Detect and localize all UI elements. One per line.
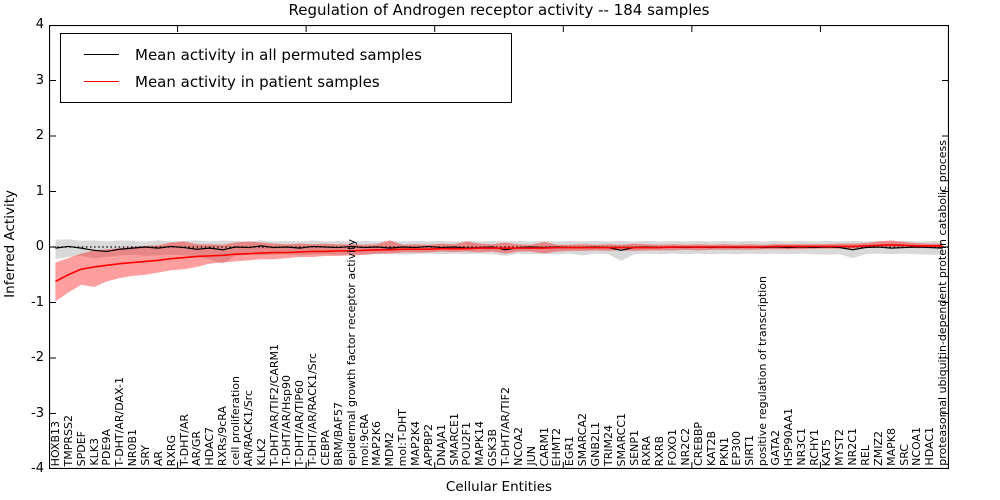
legend-label-permuted: Mean activity in all permuted samples — [135, 45, 422, 64]
y-tick-label: -4 — [31, 461, 44, 476]
legend-item-permuted: Mean activity in all permuted samples — [61, 41, 511, 68]
y-tick-label: -2 — [31, 350, 44, 365]
plot-svg — [49, 25, 949, 469]
y-tick-label: 1 — [35, 183, 44, 199]
plot-area: HOXB13 TMPRSS2 SPDEF KLK3 PDE9A T-DHT/AR/DAX-… — [49, 25, 949, 469]
y-tick-label: 2 — [35, 128, 44, 143]
legend: Mean activity in all permuted samples Me… — [60, 33, 512, 103]
y-tick-label: -1 — [31, 294, 44, 310]
legend-item-patient: Mean activity in patient samples — [61, 68, 511, 95]
legend-line-patient-icon — [84, 81, 119, 82]
y-tick-label: 4 — [35, 17, 44, 32]
y-tick-label: 3 — [35, 72, 44, 88]
chart-title: Regulation of Androgen receptor activity… — [288, 1, 710, 19]
x-axis-title: Cellular Entities — [445, 479, 553, 495]
y-tick-label: -3 — [31, 405, 44, 421]
legend-label-patient: Mean activity in patient samples — [135, 72, 380, 91]
legend-line-permuted-icon — [84, 54, 119, 55]
y-tick-label: 0 — [35, 239, 44, 254]
